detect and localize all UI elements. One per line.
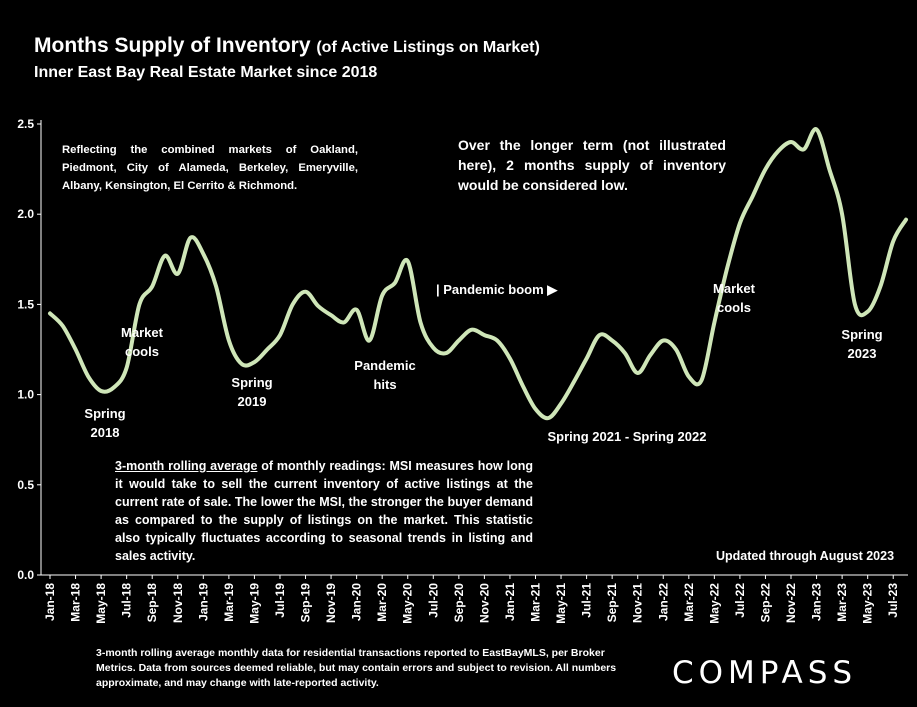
x-tick-label: Mar-18 <box>69 583 83 622</box>
x-tick-label: Sep-20 <box>452 583 466 623</box>
x-tick-label: Jul-20 <box>426 583 440 618</box>
x-axis: Jan-18 Mar-18 May-18 Jul-18 Sep-18 Nov-18 Jan-… <box>41 574 908 624</box>
chart-annotation-line: | Pandemic boom ▶ <box>436 282 558 297</box>
chart-annotation-line: Spring 2021 - Spring 2022 <box>548 429 707 444</box>
chart-annotation: Spring 2018 <box>84 406 125 440</box>
x-tick-label: Jan-18 <box>43 583 57 621</box>
chart-title-main: Months Supply of Inventory <box>34 34 311 57</box>
chart-title: Months Supply of Inventory (of Active Li… <box>34 34 540 58</box>
y-tick-label: 1.5 <box>17 297 34 311</box>
chart-annotation-line: Spring <box>231 375 272 390</box>
x-tick-label: Jan-23 <box>810 583 824 621</box>
y-tick-label: 2.0 <box>17 207 34 221</box>
longer-term-note: Over the longer term (not illustrated he… <box>458 137 726 193</box>
chart-annotations: Spring 2018 Market cools Spring 2019 Pandemic h… <box>84 281 882 444</box>
y-tick-label: 2.5 <box>17 117 34 131</box>
chart-annotation-line: cools <box>125 344 159 359</box>
x-tick-label: May-23 <box>861 583 875 624</box>
updated-note: Updated through August 2023 <box>716 549 895 563</box>
chart-annotation: | Pandemic boom ▶ <box>436 282 558 297</box>
y-tick-label: 0.0 <box>17 568 34 582</box>
x-tick-label: Nov-19 <box>324 583 338 623</box>
compass-logo: COMPASS <box>672 655 858 691</box>
definition-note: 3-month rolling average of monthly readi… <box>115 457 533 565</box>
markets-note: Reflecting the combined markets of Oakla… <box>62 144 358 192</box>
chart-annotation-line: Pandemic <box>354 358 415 373</box>
x-tick-label: Sep-19 <box>299 583 313 623</box>
x-tick-label: Jan-22 <box>656 583 670 621</box>
x-tick-label: Jul-18 <box>120 583 134 618</box>
x-tick-label: Mar-19 <box>222 583 236 622</box>
chart-annotation: Market cools <box>121 325 164 359</box>
x-tick-label: May-19 <box>247 583 261 624</box>
y-tick-label: 0.5 <box>17 478 34 492</box>
chart-annotation-line: cools <box>717 300 751 315</box>
x-tick-label: Nov-18 <box>171 583 185 623</box>
chart-annotation-line: Spring <box>84 406 125 421</box>
x-tick-label: May-18 <box>94 583 108 624</box>
x-tick-label: Jul-19 <box>273 583 287 618</box>
chart-subtitle: Inner East Bay Real Estate Market since … <box>34 64 378 81</box>
x-tick-label: Mar-23 <box>835 583 849 622</box>
definition-body: of monthly readings: MSI measures how lo… <box>115 459 533 563</box>
chart-annotation-line: 2023 <box>848 346 877 361</box>
chart-annotation: Spring 2021 - Spring 2022 <box>548 429 707 444</box>
x-tick-label: Sep-22 <box>758 583 772 623</box>
x-tick-label: Nov-22 <box>784 583 798 623</box>
x-tick-label: Nov-20 <box>477 583 491 623</box>
x-tick-label: Jul-22 <box>733 583 747 618</box>
chart-annotation: Spring 2019 <box>231 375 272 409</box>
chart-annotation-line: 2018 <box>91 425 120 440</box>
chart-annotation-line: Market <box>121 325 164 340</box>
chart-annotation: Market cools <box>713 281 756 315</box>
x-tick-label: Jan-19 <box>196 583 210 621</box>
source-footnote: 3-month rolling average monthly data for… <box>96 647 617 689</box>
x-tick-label: May-21 <box>554 583 568 624</box>
msi-series-line <box>48 127 908 421</box>
x-tick-label: Mar-20 <box>375 583 389 622</box>
x-tick-label: Mar-21 <box>528 583 542 622</box>
x-tick-label: Mar-22 <box>682 583 696 622</box>
x-tick-label: Jul-21 <box>580 583 594 618</box>
y-tick-label: 1.0 <box>17 388 34 402</box>
y-axis: 0.0 0.5 1.0 1.5 2.0 2.5 <box>17 117 42 582</box>
x-tick-label: Jan-21 <box>503 583 517 621</box>
x-tick-label: Sep-18 <box>145 583 159 623</box>
chart-annotation: Pandemic hits <box>354 358 415 392</box>
x-tick-label: Sep-21 <box>605 583 619 623</box>
chart-annotation-line: Spring <box>841 327 882 342</box>
x-tick-label: Jan-20 <box>350 583 364 621</box>
x-tick-label: May-20 <box>401 583 415 624</box>
chart-annotation-line: hits <box>373 377 396 392</box>
chart-annotation-line: 2019 <box>238 394 267 409</box>
x-tick-label: Jul-23 <box>886 583 900 618</box>
x-tick-label: May-22 <box>707 583 721 624</box>
chart-annotation: Spring 2023 <box>841 327 882 361</box>
definition-lead: 3-month rolling average <box>115 459 258 473</box>
x-tick-label: Nov-21 <box>631 583 645 623</box>
chart-annotation-line: Market <box>713 281 756 296</box>
chart-title-suffix: (of Active Listings on Market) <box>316 39 540 56</box>
